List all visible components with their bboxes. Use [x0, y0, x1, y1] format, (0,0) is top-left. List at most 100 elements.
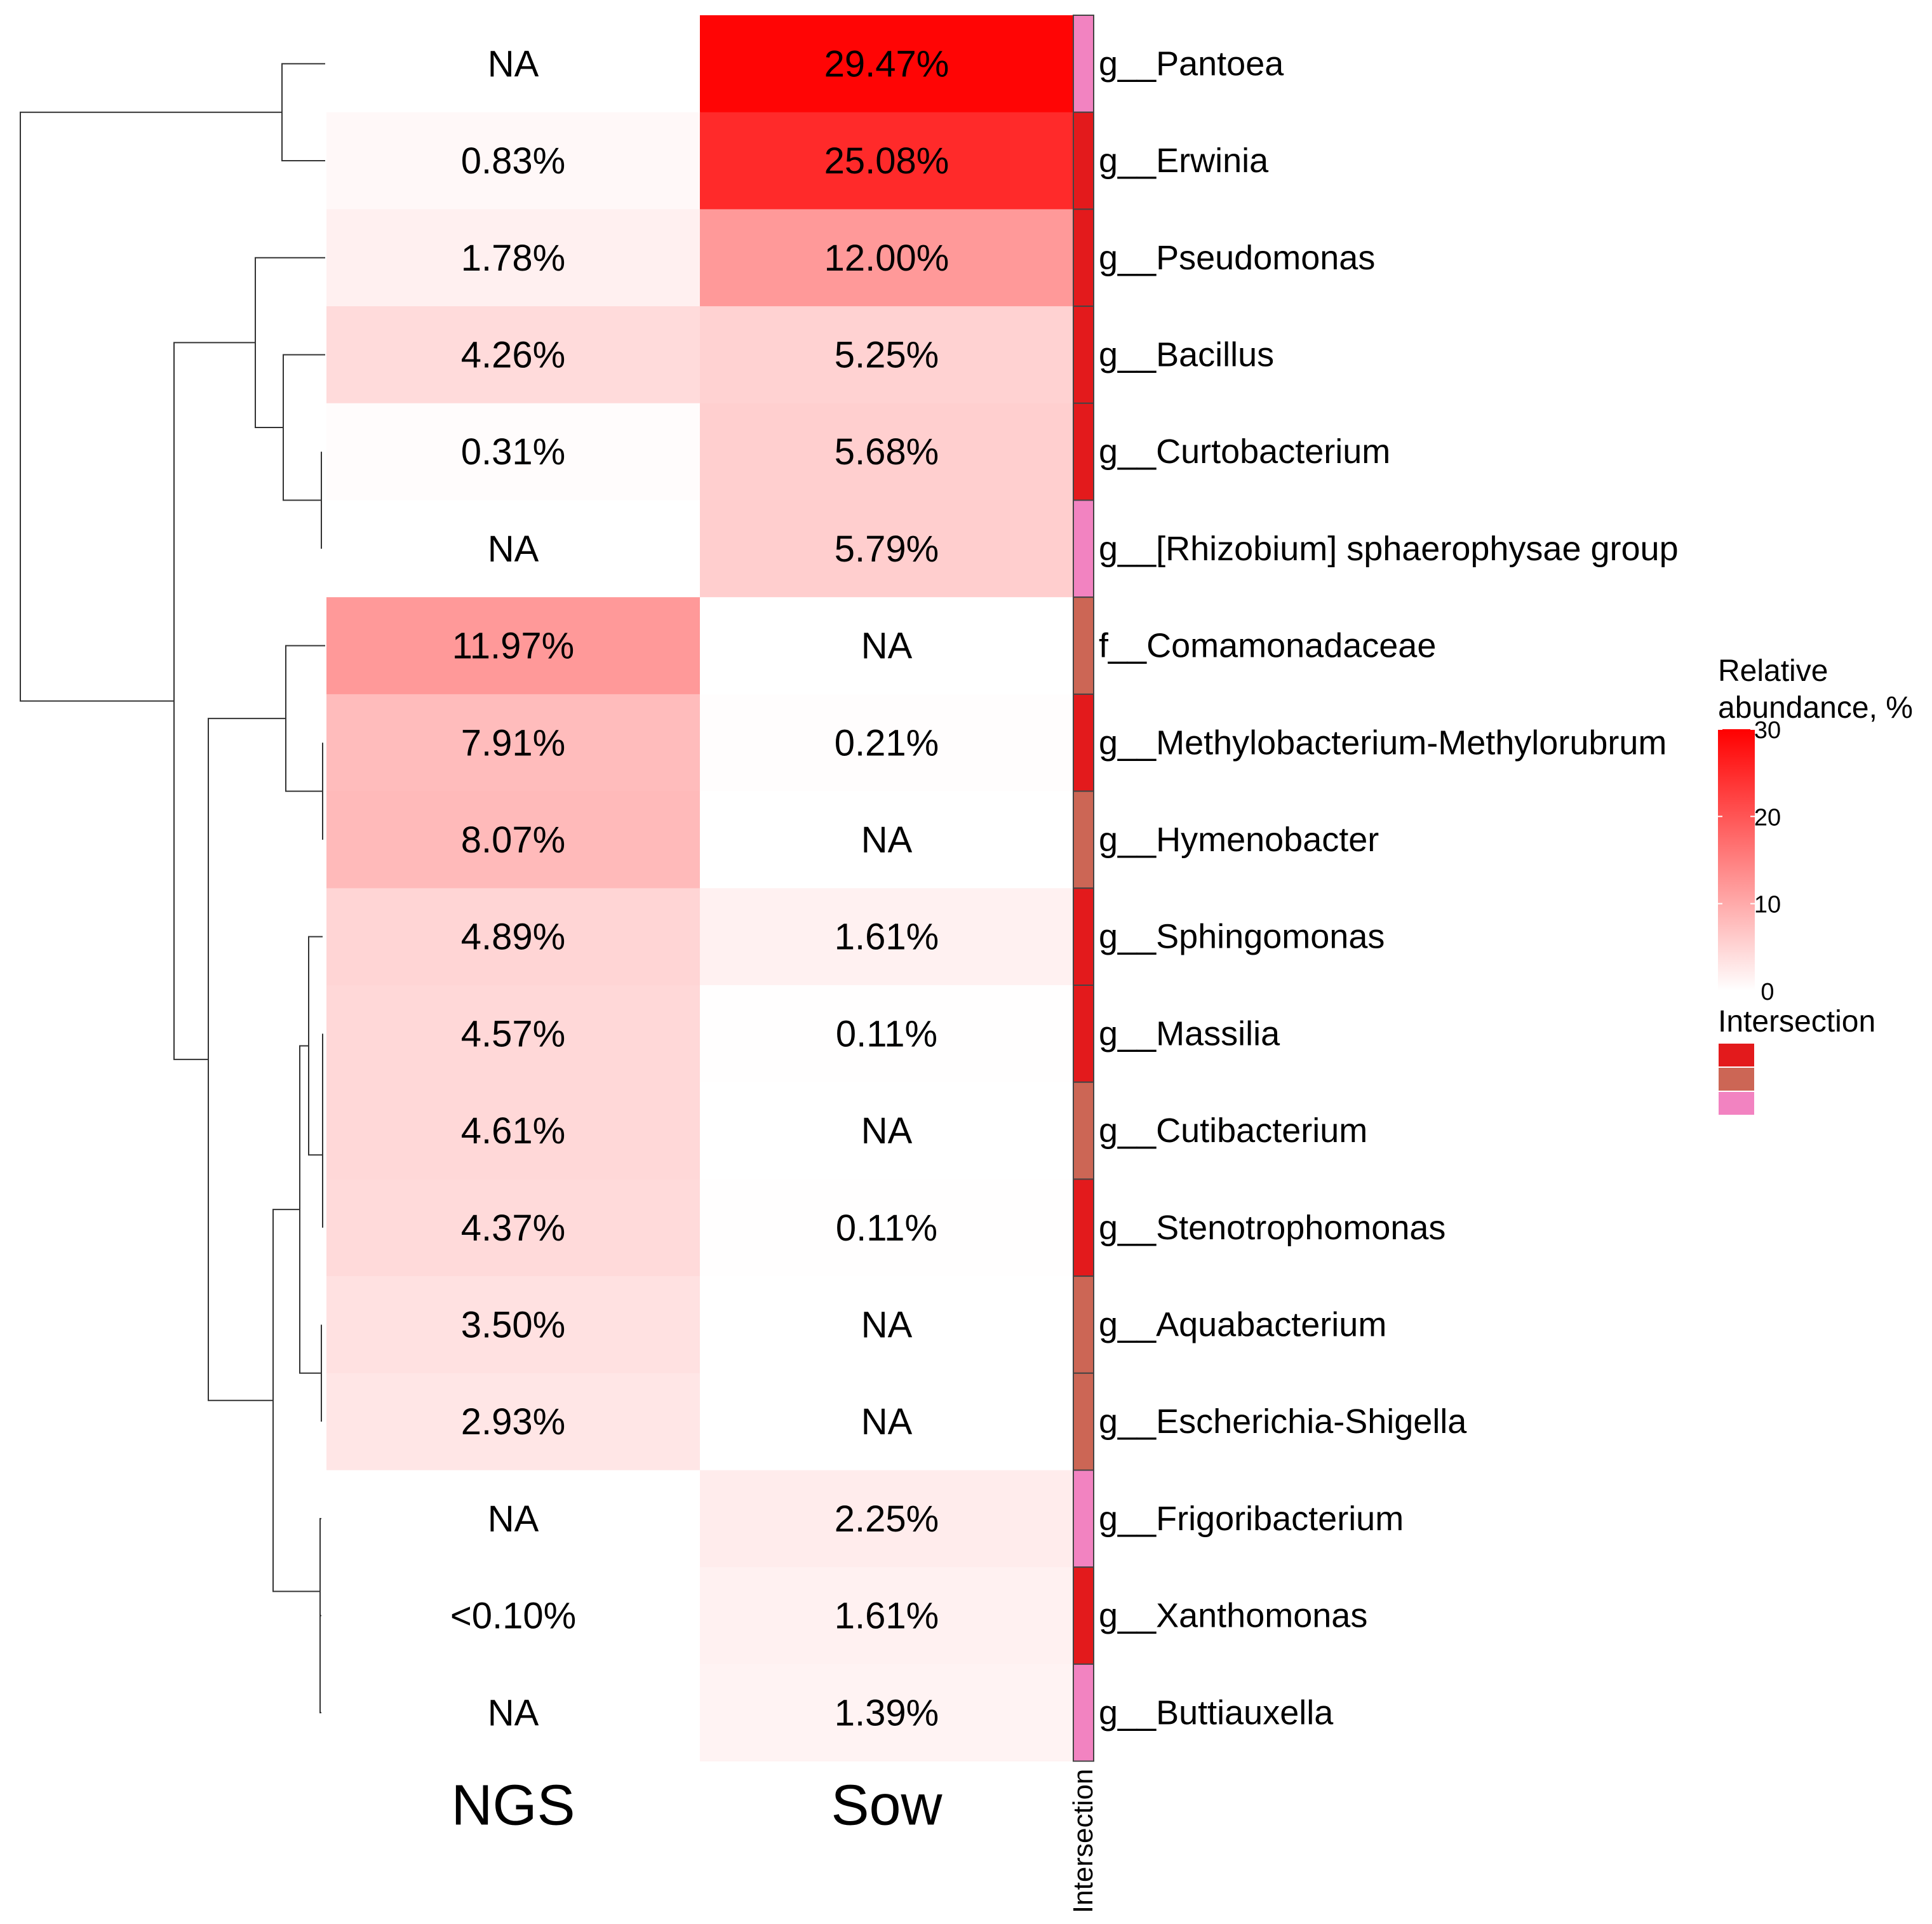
row-label-g-frigoribacterium: g__Frigoribacterium: [1099, 1500, 1404, 1538]
heatmap-cell-ngs-6: [326, 500, 701, 598]
cell-value-label: NA: [861, 819, 913, 861]
row-label-g-massilia: g__Massilia: [1099, 1014, 1280, 1053]
cell-value-label: NA: [861, 1401, 913, 1443]
row-label-g-buttiauxella: g__Buttiauxella: [1099, 1693, 1334, 1732]
legend-title-line-1: Relative: [1718, 654, 1828, 688]
heatmap-cell-ngs-9: [326, 791, 701, 889]
column-label-ngs: NGS: [451, 1774, 575, 1838]
intersection-legend-swatch-1: [1717, 1042, 1755, 1068]
dendrogram-branch: [319, 1517, 321, 1664]
cell-value-label: 1.78%: [461, 238, 565, 279]
cell-value-label: NA: [488, 1692, 539, 1733]
row-dendrogram: [20, 63, 325, 1714]
heatmap-cell-sow-4: [700, 306, 1074, 404]
intersection-cell-6: [1073, 499, 1094, 598]
intersection-cell-3: [1073, 208, 1094, 307]
row-label-g-rhizobium-sphaerophysae-group: g__[Rhizobium] sphaerophysae group: [1099, 530, 1679, 568]
heatmap-cell-sow-15: [700, 1373, 1074, 1470]
heatmap-cell-sow-5: [700, 403, 1074, 501]
cell-value-label: <0.10%: [450, 1596, 576, 1637]
heatmap-cell-sow-7: [700, 597, 1074, 695]
heatmap-cell-ngs-5: [326, 403, 701, 501]
row-label-g-sphingomonas: g__Sphingomonas: [1099, 918, 1385, 956]
heatmap-cell-ngs-14: [326, 1276, 701, 1374]
intersection-cell-16: [1073, 1469, 1094, 1568]
row-label-g-curtobacterium: g__Curtobacterium: [1099, 433, 1390, 471]
intersection-cell-9: [1073, 790, 1094, 889]
heatmap-cell-ngs-11: [326, 985, 701, 1083]
dendrogram-branch: [283, 354, 325, 501]
cell-value-label: 0.31%: [461, 431, 565, 473]
intersection-annotation-label: Intersection: [1068, 1769, 1099, 1913]
cell-value-label: 4.57%: [461, 1013, 565, 1054]
heatmap-cell-sow-16: [700, 1470, 1074, 1568]
cell-value-label: 1.61%: [835, 917, 939, 958]
dendrogram-branch: [208, 718, 286, 1401]
row-label-g-stenotrophomonas: g__Stenotrophomonas: [1099, 1209, 1446, 1247]
cell-value-label: NA: [488, 528, 539, 570]
cell-value-label: 2.93%: [461, 1401, 565, 1443]
row-label-g-erwinia: g__Erwinia: [1099, 142, 1269, 180]
heatmap-cell-sow-11: [700, 985, 1074, 1083]
heatmap-cell-ngs-17: [326, 1567, 701, 1665]
intersection-cell-11: [1073, 985, 1094, 1083]
row-label-g-methylobacterium-methylorubrum: g__Methylobacterium-Methylorubrum: [1099, 723, 1667, 762]
heatmap-cell-sow-3: [700, 209, 1074, 307]
dendrogram-branch: [285, 645, 325, 792]
cell-value-label: NA: [861, 626, 913, 667]
heatmap-cell-sow-2: [700, 112, 1074, 210]
cell-value-label: 0.11%: [836, 1013, 937, 1054]
heatmap-cell-sow-13: [700, 1179, 1074, 1277]
cell-value-label: 29.47%: [824, 43, 949, 84]
intersection-cell-1: [1073, 15, 1094, 113]
cell-value-label: 12.00%: [824, 238, 949, 279]
intersection-cell-8: [1073, 693, 1094, 792]
row-label-g-cutibacterium: g__Cutibacterium: [1099, 1112, 1367, 1150]
cell-value-label: 0.21%: [835, 722, 939, 764]
cell-value-label: 4.89%: [461, 917, 565, 958]
heatmap-cells: NA 29.47% 0.83% 25.08% 1.78% 12.00% 4.26% 5.25%…: [326, 15, 1074, 1762]
row-label-g-pantoea: g__Pantoea: [1099, 44, 1284, 83]
intersection-cell-4: [1073, 306, 1094, 404]
cell-value-label: NA: [861, 1304, 913, 1345]
heatmap-cell-sow-8: [700, 694, 1074, 792]
heatmap-cell-sow-10: [700, 888, 1074, 986]
heatmap-cell-ngs-4: [326, 306, 701, 404]
column-labels: NGS Sow: [451, 1774, 943, 1838]
row-label-g-hymenobacter: g__Hymenobacter: [1099, 821, 1379, 859]
dendrogram-branch: [20, 111, 282, 702]
color-scale-tick-label: 10: [1754, 892, 1781, 918]
intersection-cell-17: [1073, 1566, 1094, 1665]
row-label-g-pseudomonas: g__Pseudomonas: [1099, 239, 1375, 277]
dendrogram-branch: [281, 63, 325, 162]
intersection-cell-2: [1073, 111, 1094, 210]
intersection-cell-7: [1073, 596, 1094, 695]
cell-value-label: 0.11%: [836, 1208, 937, 1249]
heatmap-cell-ngs-10: [326, 888, 701, 986]
color-scale-tick-label: 0: [1761, 979, 1774, 1006]
dendrogram-branch: [272, 1209, 320, 1592]
cell-value-label: NA: [488, 1498, 539, 1540]
color-scale-bar: [1718, 729, 1755, 991]
heatmap-cell-ngs-12: [326, 1082, 701, 1180]
cell-value-label: NA: [488, 43, 539, 84]
cell-value-label: 25.08%: [824, 140, 949, 182]
cell-value-label: NA: [861, 1110, 913, 1152]
heatmap-cell-sow-17: [700, 1567, 1074, 1665]
cell-value-label: 7.91%: [461, 722, 565, 764]
heatmap-cell-sow-14: [700, 1276, 1074, 1374]
cell-value-label: 4.26%: [461, 334, 565, 375]
dendrogram-branch: [308, 936, 323, 1156]
dendrogram-branch: [255, 257, 325, 428]
cell-value-label: 2.25%: [835, 1498, 939, 1540]
row-label-g-escherichia-shigella: g__Escherichia-Shigella: [1099, 1403, 1467, 1441]
intersection-cell-14: [1073, 1275, 1094, 1374]
intersection-cell-13: [1073, 1178, 1094, 1277]
heatmap-cell-ngs-13: [326, 1179, 701, 1277]
row-label-g-xanthomonas: g__Xanthomonas: [1099, 1597, 1367, 1635]
heatmap-cell-ngs-2: [326, 112, 701, 210]
dendrogram-branch: [173, 342, 255, 1060]
heatmap-cell-sow-6: [700, 500, 1074, 598]
